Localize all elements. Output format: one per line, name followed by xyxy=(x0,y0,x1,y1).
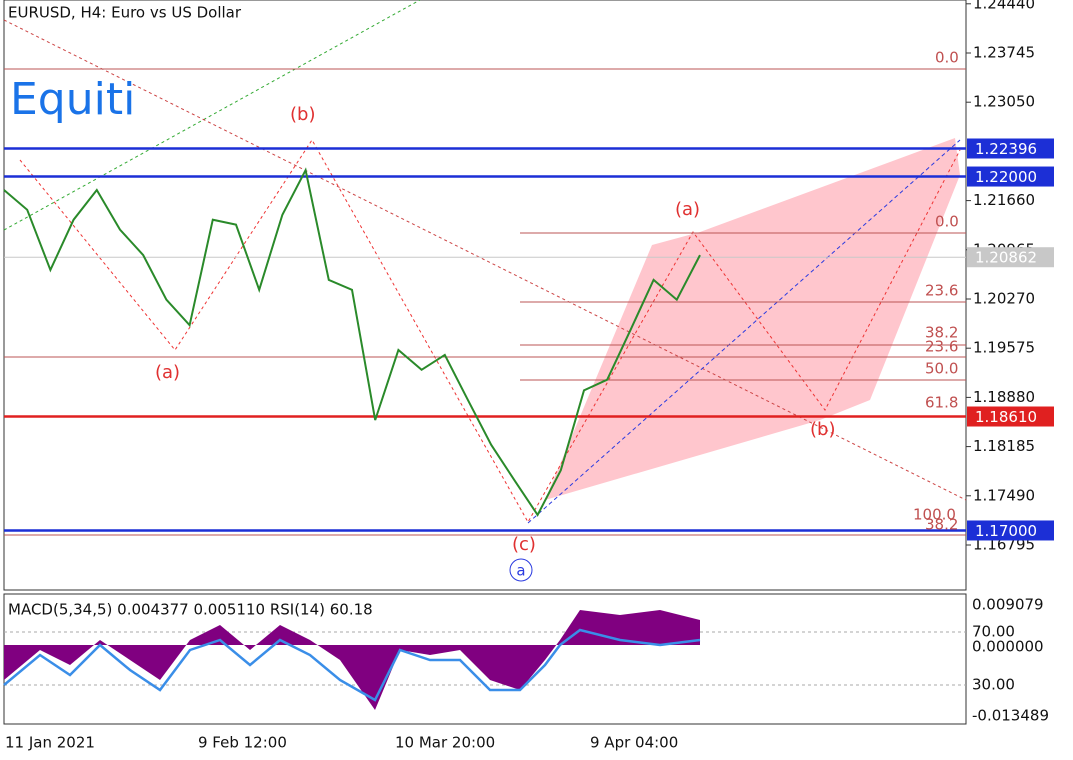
fib-label: 100.0 xyxy=(913,506,956,524)
price-label-box xyxy=(967,406,1054,427)
y-tick-label: 1.23050 xyxy=(973,93,1035,111)
price-label: 1.17000 xyxy=(975,522,1037,540)
wave-path xyxy=(19,139,961,524)
macd-histogram xyxy=(4,610,700,710)
trend-line xyxy=(3,19,967,501)
fib-label: 50.0 xyxy=(925,360,958,378)
indicator-tick: 0.009079 xyxy=(972,596,1044,614)
price-label-box xyxy=(967,520,1054,541)
indicator-tick: 30.00 xyxy=(972,676,1015,694)
wave-label: (b) xyxy=(810,419,835,440)
fib-label: 23.6 xyxy=(925,338,958,356)
trend-line xyxy=(527,139,961,524)
x-tick-label: 9 Feb 12:00 xyxy=(198,734,287,752)
y-tick-label: 1.18185 xyxy=(973,437,1035,455)
wave-label: (a) xyxy=(675,199,700,220)
x-tick-label: 9 Apr 04:00 xyxy=(590,734,678,752)
fib-label: 38.2 xyxy=(925,324,958,342)
chart-title: EURUSD, H4: Euro vs US Dollar xyxy=(8,4,242,22)
wave-label: (c) xyxy=(512,534,536,555)
x-tick-label: 10 Mar 20:00 xyxy=(395,734,495,752)
projection-zone xyxy=(545,138,960,500)
x-tick-label: 11 Jan 2021 xyxy=(5,734,95,752)
rsi-line xyxy=(3,628,701,702)
price-label-box xyxy=(967,166,1054,187)
y-tick-label: 1.24440 xyxy=(973,0,1035,12)
wave-marker xyxy=(509,558,533,582)
price-label: 1.22000 xyxy=(975,168,1037,186)
trend-line xyxy=(3,0,421,231)
y-tick-label: 1.19575 xyxy=(973,339,1035,357)
y-tick-label: 1.17490 xyxy=(973,486,1035,504)
price-label: 1.18610 xyxy=(975,408,1037,426)
drawings xyxy=(3,0,967,710)
indicator-tick: 0.000000 xyxy=(972,638,1044,656)
price-label-box xyxy=(967,247,1054,268)
indicator-tick: 70.00 xyxy=(972,623,1015,641)
indicator-header: MACD(5,34,5) 0.004377 0.005110 RSI(14) 6… xyxy=(8,601,373,619)
wave-label: (b) xyxy=(290,104,315,125)
y-tick-label: 1.21660 xyxy=(973,191,1035,209)
fib-label: 38.2 xyxy=(925,516,958,534)
price-line-series xyxy=(3,167,701,517)
y-tick-label: 1.23745 xyxy=(973,44,1035,62)
y-tick-label: 1.18880 xyxy=(973,388,1035,406)
fib-label: 61.8 xyxy=(925,394,958,412)
price-label: 1.20862 xyxy=(975,249,1037,267)
indicator-tick: -0.013489 xyxy=(972,707,1049,725)
fib-label: 0.0 xyxy=(935,213,959,231)
y-tick-label: 1.20270 xyxy=(973,289,1035,307)
fib-label: 0.0 xyxy=(935,49,959,67)
price-label: 1.22396 xyxy=(975,140,1037,158)
price-label-box xyxy=(967,138,1054,159)
fib-label: 23.6 xyxy=(925,282,958,300)
brand: Equiti xyxy=(10,74,135,125)
wave-label: a xyxy=(516,562,525,580)
wave-label: (a) xyxy=(155,362,180,383)
